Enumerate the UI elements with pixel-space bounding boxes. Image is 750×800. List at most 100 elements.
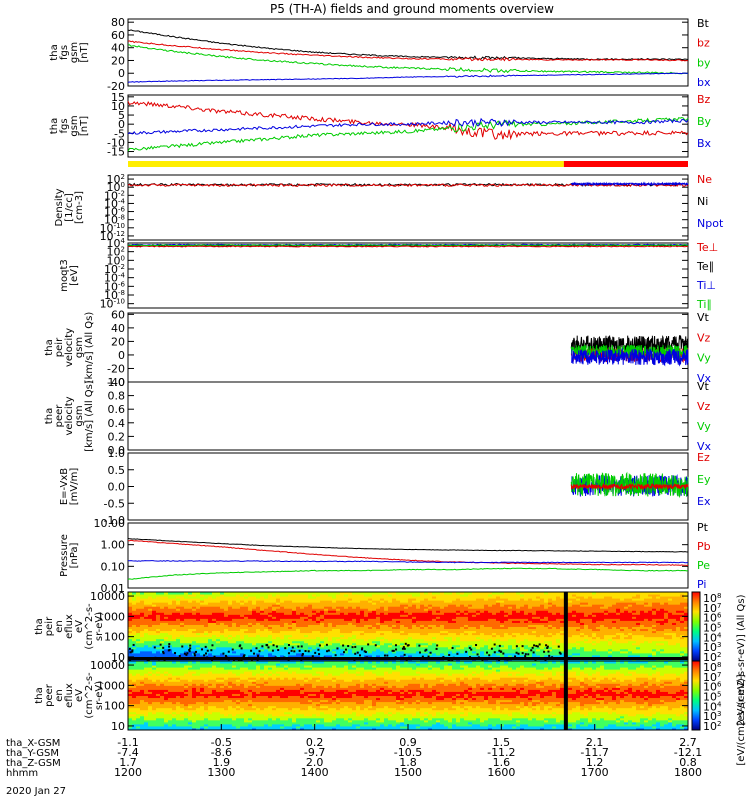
spectrogram-cell — [460, 638, 465, 642]
spectrogram-cell — [212, 632, 217, 636]
spectrogram-cell — [596, 614, 601, 617]
spectrogram-cell — [444, 626, 449, 630]
spectrogram-cell — [172, 638, 177, 642]
spectrogram-cell — [172, 646, 177, 650]
spectrogram-cell — [556, 640, 561, 644]
spectrogram-cell — [232, 608, 237, 611]
spectrogram-cell — [656, 596, 661, 599]
spectrogram-cell — [404, 654, 409, 658]
spectrogram-cell — [432, 648, 437, 652]
spectrogram-cell — [156, 628, 161, 632]
spectrogram-cell — [236, 598, 241, 601]
spectrogram-cell — [452, 654, 457, 658]
spectrogram-cell — [572, 598, 577, 601]
spectrogram-cell — [496, 602, 501, 605]
spectrogram-cell — [604, 642, 609, 646]
spectrogram-cell — [436, 610, 441, 613]
spectrogram-cell — [640, 650, 645, 654]
spectrogram-cell — [444, 646, 449, 650]
spectrogram-cell — [632, 612, 637, 615]
spectrogram-cell — [584, 626, 589, 630]
spectrogram-cell — [368, 614, 373, 617]
spectrogram-cell — [256, 612, 261, 615]
spectrogram-cell — [648, 608, 653, 611]
spectrogram-cell — [372, 652, 377, 656]
spectrogram-cell — [684, 644, 689, 648]
spectrogram-cell — [524, 612, 529, 615]
spectrogram-cell — [476, 628, 481, 632]
spectrogram-cell — [520, 600, 525, 603]
spectrogram-cell — [580, 610, 585, 613]
spectrogram-cell — [164, 640, 169, 644]
spectrogram-cell — [560, 600, 565, 603]
y-tick-label: 10-6 — [104, 206, 126, 219]
spectrogram-cell — [292, 598, 297, 601]
spectrogram-cell — [360, 616, 365, 619]
spectrogram-cell — [512, 640, 517, 644]
spectrogram-cell — [452, 594, 457, 597]
spectrogram-cell — [296, 642, 301, 646]
spectrogram-cell — [364, 606, 369, 609]
spectrogram-cell — [628, 600, 633, 603]
y-axis-label-line: fgs — [59, 118, 70, 133]
spectrogram-cell — [560, 624, 565, 627]
spectrogram-cell — [404, 612, 409, 615]
spectrogram-cell — [476, 640, 481, 644]
spectrogram-cell — [376, 644, 381, 648]
spectrogram-cell — [332, 608, 337, 611]
spectrogram-cell — [488, 636, 493, 640]
spectrogram-cell — [544, 598, 549, 601]
spectrogram-cell — [576, 600, 581, 603]
spectrogram-cell — [232, 610, 237, 613]
spectrogram-cell — [524, 620, 529, 623]
spectrogram-cell — [668, 612, 673, 615]
spectrogram-cell — [244, 644, 249, 648]
spectrogram-cell — [148, 646, 153, 650]
spectrogram-cell — [176, 630, 181, 634]
spectrogram-cell — [180, 600, 185, 603]
spectrogram-cell — [280, 648, 285, 652]
spectrogram-cell — [640, 592, 645, 595]
spectrogram-cell — [292, 616, 297, 619]
spectrogram-cell — [204, 632, 209, 636]
spectrogram-cell — [404, 598, 409, 601]
spectrogram-cell — [388, 626, 393, 630]
spectrogram-cell — [576, 606, 581, 609]
spectrogram-cell — [164, 630, 169, 634]
spectrogram-cell — [132, 624, 137, 627]
spectrogram-cell — [212, 596, 217, 599]
spectrogram-cell — [524, 596, 529, 599]
spectrogram-cell — [568, 650, 573, 654]
spectrogram-cell — [244, 598, 249, 601]
spectrogram-cell — [420, 602, 425, 605]
spectrogram-cell — [260, 638, 265, 642]
spectrogram-cell — [132, 610, 137, 613]
spectrogram-cell — [540, 592, 545, 595]
spectrogram-cell — [180, 602, 185, 605]
spectrogram-cell — [516, 612, 521, 615]
spectrogram-cell — [508, 622, 513, 625]
spectrogram-cell — [608, 618, 613, 621]
spectrogram-cell — [604, 622, 609, 625]
spectrogram-cell — [376, 634, 381, 638]
spectrogram-cell — [552, 652, 557, 656]
spectrogram-cell — [368, 644, 373, 648]
spectrogram-cell — [428, 630, 433, 634]
spectrogram-cell — [600, 650, 605, 654]
spectrogram-cell — [332, 658, 337, 662]
spectrogram-cell — [512, 606, 517, 609]
spectrogram-cell — [364, 598, 369, 601]
spectrogram-cell — [520, 632, 525, 636]
spectrogram-cell — [592, 636, 597, 640]
spectrogram-cell — [180, 604, 185, 607]
spectrogram-cell — [232, 646, 237, 650]
spectrogram-cell — [632, 646, 637, 650]
spectrogram-cell — [360, 594, 365, 597]
spectrogram-cell — [596, 602, 601, 605]
spectrogram-cell — [492, 638, 497, 642]
legend-entry: Ez — [697, 451, 710, 464]
spectrogram-cell — [432, 600, 437, 603]
spectrogram-cell — [308, 614, 313, 617]
spectrogram-cell — [668, 622, 673, 625]
spectrogram-cell — [260, 608, 265, 611]
